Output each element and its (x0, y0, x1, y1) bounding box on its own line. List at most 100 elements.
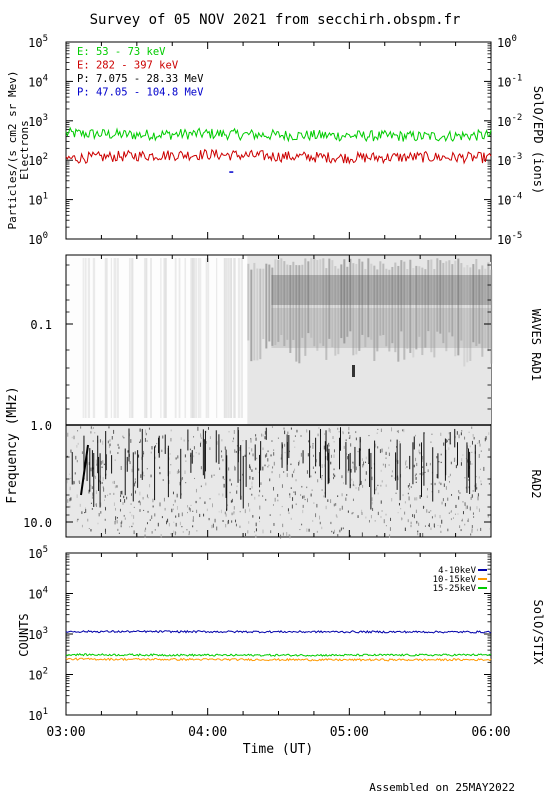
rad2-noise (471, 440, 473, 445)
rad2-noise (462, 454, 464, 456)
rad1-mid-band (271, 308, 491, 348)
rad2-noise (377, 511, 379, 516)
rad2-noise (488, 432, 490, 435)
rad2-noise (195, 488, 197, 493)
rad2-noise (424, 525, 426, 527)
rad2-noise (402, 494, 404, 497)
rad2-noise (478, 440, 480, 444)
rad2-noise (90, 484, 92, 487)
rad2-noise (438, 489, 440, 494)
rad2-noise (77, 518, 79, 521)
rad1-burst (304, 258, 307, 356)
rad2-noise (188, 533, 190, 536)
rad2-noise (178, 513, 180, 518)
rad2-noise (317, 479, 319, 483)
rad2-noise (442, 498, 444, 502)
rad2-noise (244, 533, 246, 537)
rad2-noise (70, 477, 72, 479)
rad2-noise (146, 468, 148, 470)
rad2-noise (288, 512, 290, 514)
rad2-noise (149, 519, 151, 521)
rad2-noise (288, 450, 290, 453)
rad2-noise (459, 525, 461, 529)
rad2-noise (448, 476, 450, 478)
rad2-noise (95, 503, 97, 507)
rad2-noise (228, 431, 230, 433)
rad2-noise (280, 457, 282, 460)
rad1-streak (87, 258, 91, 418)
rad2-noise (255, 528, 257, 532)
rad1-burst (277, 259, 280, 342)
rad2-noise (428, 523, 430, 528)
stix-legend-label: 10-15keV (433, 575, 477, 585)
rad1-burst (481, 265, 484, 357)
rad2-noise (209, 447, 211, 450)
rad1-streak (92, 258, 96, 418)
rad2-noise (251, 493, 253, 496)
rad2-noise (430, 441, 432, 443)
rad1-streak (197, 258, 200, 418)
rad1-burst (316, 260, 319, 351)
rad2-noise (233, 437, 235, 440)
rad2-noise (375, 443, 377, 448)
rad2-noise (478, 476, 480, 479)
rad2-noise (465, 486, 467, 489)
rad2-noise (391, 475, 393, 478)
rad2-noise (256, 457, 258, 460)
rad2-noise (147, 510, 149, 513)
rad2-noise (476, 506, 478, 510)
rad2-noise (358, 487, 360, 491)
rad2-noise (193, 446, 195, 450)
rad2-noise (288, 534, 290, 537)
rad2-noise (127, 450, 129, 453)
rad2-noise (244, 509, 246, 514)
rad2-noise (83, 512, 85, 514)
rad2-noise (434, 482, 436, 486)
rad2-noise (436, 474, 438, 479)
rad1-streak (207, 258, 210, 418)
rad2-noise (381, 480, 383, 483)
rad2-noise (360, 480, 362, 485)
rad2-noise (172, 504, 174, 506)
rad2-noise (134, 482, 136, 487)
rad2-noise (319, 515, 321, 520)
rad2-noise (483, 466, 485, 471)
rad2-type3-burst (80, 444, 89, 496)
rad2-noise (455, 464, 457, 469)
rad2-noise (92, 467, 94, 470)
rad2-noise (478, 508, 480, 512)
rad2-noise (471, 494, 473, 498)
rad2-noise (306, 498, 308, 503)
rad2-noise (284, 430, 286, 435)
rad1-burst (358, 258, 361, 351)
rad2-noise (440, 432, 442, 436)
rad2-noise (198, 452, 200, 455)
rad2-noise (108, 444, 110, 449)
rad2-noise (348, 431, 350, 434)
rad2-noise (376, 432, 378, 434)
rad1-burst (337, 268, 340, 355)
rad2-noise (471, 528, 473, 531)
rad2-noise (145, 527, 147, 530)
rad2-noise (489, 528, 491, 530)
rad2-noise (199, 443, 201, 447)
rad2-noise (471, 525, 473, 528)
rad2-noise (76, 444, 78, 448)
rad1-burst (346, 266, 349, 337)
rad2-noise (270, 530, 272, 534)
rad2-noise (365, 516, 367, 519)
rad2-noise (443, 442, 445, 446)
rad2-noise (441, 501, 443, 505)
rad2-noise (159, 466, 161, 469)
waves-axis-ticks: 0.1 1.0 10.0 (23, 255, 492, 537)
rad1-burst (301, 264, 304, 338)
rad2-noise (390, 439, 392, 442)
rad2-noise (96, 463, 98, 466)
rad1-burst (361, 261, 364, 335)
rad1-burst (256, 268, 259, 361)
rad2-noise (154, 513, 156, 517)
rad2-noise (290, 427, 292, 430)
rad2-noise (363, 461, 365, 466)
rad2-noise (124, 517, 126, 520)
rad2-noise (118, 532, 120, 534)
